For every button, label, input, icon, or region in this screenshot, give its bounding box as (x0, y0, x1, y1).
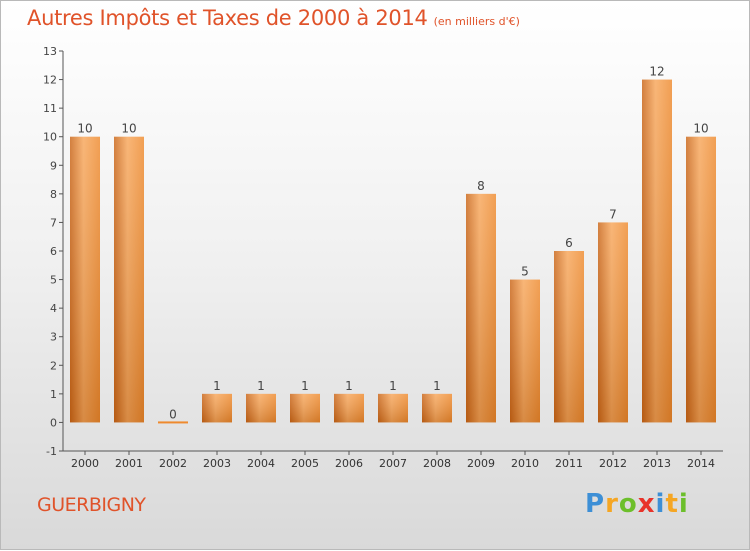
bar-shade (686, 136, 716, 423)
bar-value-label: 10 (693, 122, 708, 136)
bar-value-label: 10 (121, 122, 136, 136)
x-tick-label: 2002 (159, 457, 187, 470)
y-tick-label: 9 (50, 159, 57, 172)
y-tick-label: 4 (50, 302, 57, 315)
bar-shade (114, 136, 144, 423)
chart-title-text: Autres Impôts et Taxes de 2000 à 2014 (27, 6, 428, 30)
y-tick-label: 3 (50, 331, 57, 344)
bar-shade (378, 393, 408, 423)
x-tick-label: 2012 (599, 457, 627, 470)
y-tick-label: -1 (46, 445, 57, 458)
x-tick-label: 2013 (643, 457, 671, 470)
bar-value-label: 1 (389, 379, 397, 393)
y-tick-label: 5 (50, 274, 57, 287)
bar-value-label: 1 (433, 379, 441, 393)
bar-shade (334, 393, 364, 423)
bar (158, 421, 188, 424)
bar-shade (642, 79, 672, 423)
bar-shade (598, 222, 628, 423)
bar-value-label: 1 (213, 379, 221, 393)
x-tick-label: 2009 (467, 457, 495, 470)
bar-value-label: 1 (301, 379, 309, 393)
logo-letter: o (618, 489, 638, 519)
x-tick-label: 2000 (71, 457, 99, 470)
x-tick-label: 2004 (247, 457, 275, 470)
y-tick-label: 11 (43, 102, 57, 115)
x-tick-label: 2006 (335, 457, 363, 470)
y-tick-label: 2 (50, 359, 57, 372)
commune-name: GUERBIGNY (37, 494, 146, 516)
bar-shade (70, 136, 100, 423)
bar-value-label: 10 (77, 122, 92, 136)
bar-shade (422, 393, 452, 423)
y-tick-label: 7 (50, 216, 57, 229)
x-tick-label: 2008 (423, 457, 451, 470)
bar-value-label: 1 (257, 379, 265, 393)
x-tick-label: 2014 (687, 457, 715, 470)
chart-subtitle: (en milliers d'€) (433, 15, 520, 28)
y-tick-label: 0 (50, 416, 57, 429)
y-tick-label: 6 (50, 245, 57, 258)
x-tick-label: 2007 (379, 457, 407, 470)
bar-value-label: 1 (345, 379, 353, 393)
bar-shade (202, 393, 232, 423)
logo-letter: r (605, 489, 619, 519)
bar-value-label: 6 (565, 236, 573, 250)
bar-value-label: 0 (169, 407, 177, 421)
chart-title: Autres Impôts et Taxes de 2000 à 2014 (en… (27, 6, 520, 30)
y-tick-label: 10 (43, 131, 57, 144)
x-tick-label: 2001 (115, 457, 143, 470)
bar-value-label: 5 (521, 265, 529, 279)
logo-letter: t (665, 489, 679, 519)
y-tick-label: 12 (43, 74, 57, 87)
y-tick-label: 8 (50, 188, 57, 201)
logo-letter: i (655, 489, 666, 519)
logo-letter: x (637, 489, 656, 519)
x-tick-label: 2003 (203, 457, 231, 470)
bar-shade (466, 193, 496, 423)
bar-shade (246, 393, 276, 423)
y-tick-label: 1 (50, 388, 57, 401)
x-tick-label: 2005 (291, 457, 319, 470)
x-tick-label: 2011 (555, 457, 583, 470)
logo-letter: i (678, 489, 689, 519)
bar-shade (554, 251, 584, 423)
bar-value-label: 8 (477, 179, 485, 193)
bar-shade (290, 393, 320, 423)
bar-value-label: 12 (649, 65, 664, 79)
logo-letter: P (585, 489, 606, 519)
bar-shade (510, 279, 540, 423)
x-tick-label: 2010 (511, 457, 539, 470)
bar-value-label: 7 (609, 207, 617, 221)
y-tick-label: 13 (43, 45, 57, 58)
proxiti-logo: Proxiti (585, 489, 689, 519)
